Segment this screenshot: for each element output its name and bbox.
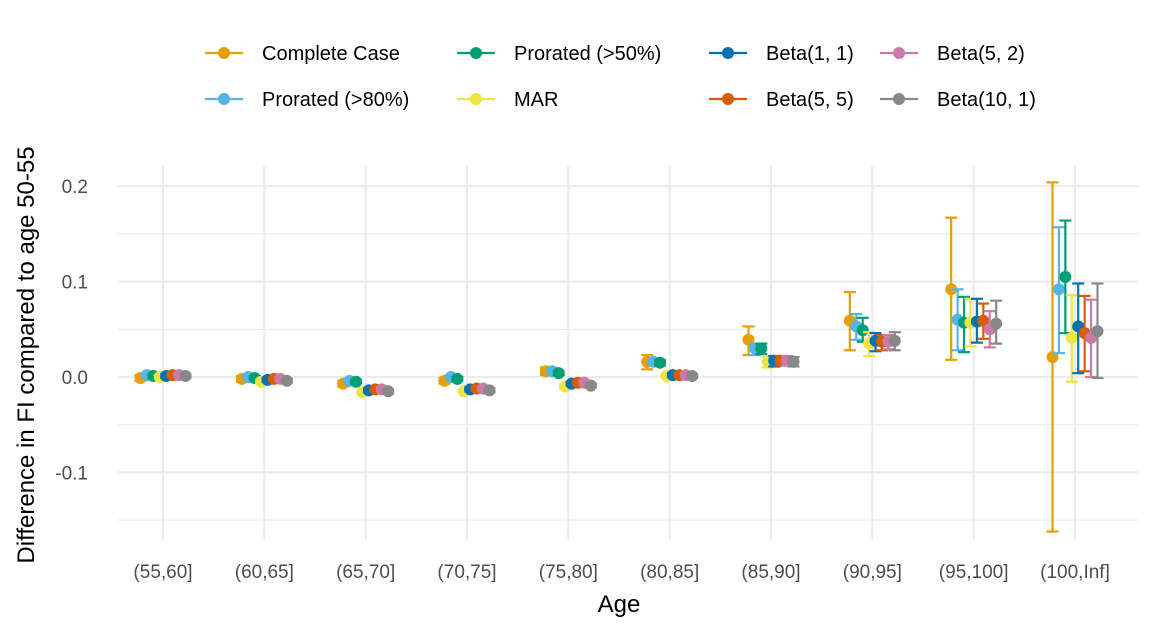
data-point	[755, 342, 768, 355]
legend-item: Beta(10, 1)	[880, 89, 1036, 111]
data-point	[179, 370, 192, 383]
x-axis-ticks: (55,60] (60,65] (65,70] (70,75] (75,80] (80,8…	[133, 562, 1109, 583]
data-point	[584, 379, 597, 392]
x-tick-label: (60,65]	[235, 562, 294, 583]
y-tick-label: 0.0	[62, 368, 88, 389]
legend-key-point	[893, 47, 905, 59]
data-point	[888, 334, 901, 347]
legend-label: Beta(5, 2)	[937, 43, 1025, 65]
legend-item: Prorated (>50%)	[457, 43, 661, 65]
data-point	[686, 370, 699, 383]
legend-label: Beta(10, 1)	[937, 89, 1036, 111]
data-point	[787, 355, 800, 368]
data-point	[977, 314, 990, 327]
series-complete-case	[134, 181, 1059, 533]
legend-item: Beta(1, 1)	[709, 43, 854, 65]
x-tick-label: (70,75]	[437, 562, 496, 583]
x-tick-label: (80,85]	[640, 562, 699, 583]
y-axis-title: Difference in FI compared to age 50-55	[13, 146, 40, 563]
x-tick-label: (85,90]	[741, 562, 800, 583]
data-point	[654, 356, 667, 369]
legend-label: Prorated (>80%)	[262, 89, 409, 111]
legend-key-point	[218, 93, 230, 105]
legend-key-point	[218, 47, 230, 59]
data-point	[280, 374, 293, 387]
legend-label: Beta(1, 1)	[766, 43, 854, 65]
legend-label: Prorated (>50%)	[514, 43, 661, 65]
plot-marks	[134, 181, 1104, 533]
legend-key-point	[470, 93, 482, 105]
series-prorated-50	[147, 219, 1072, 388]
legend-item: Prorated (>80%)	[205, 89, 409, 111]
legend-label: Beta(5, 5)	[766, 89, 854, 111]
x-tick-label: (75,80]	[539, 562, 598, 583]
data-point	[451, 372, 464, 385]
x-tick-label: (95,100]	[939, 562, 1009, 583]
legend-item: Beta(5, 5)	[709, 89, 854, 111]
legend-key-point	[893, 93, 905, 105]
data-point	[1059, 270, 1072, 283]
y-tick-label: 0.2	[62, 177, 88, 198]
data-point	[1065, 331, 1078, 344]
data-point	[856, 324, 869, 337]
x-axis-title: Age	[598, 591, 641, 618]
series-beta-1-1	[160, 282, 1085, 397]
y-axis-ticks: -0.1 0.0 0.1 0.2	[55, 177, 88, 484]
data-point	[350, 375, 363, 388]
data-point	[1091, 325, 1104, 338]
series-beta-10-1	[179, 282, 1104, 398]
series-prorated-80	[140, 226, 1065, 387]
y-tick-label: 0.1	[62, 273, 88, 294]
x-tick-label: (100,Inf]	[1040, 562, 1110, 583]
x-tick-label: (65,70]	[336, 562, 395, 583]
legend-item: Complete Case	[205, 43, 400, 65]
legend-label: MAR	[514, 89, 558, 111]
legend-key-point	[722, 93, 734, 105]
x-tick-label: (90,95]	[843, 562, 902, 583]
legend-label: Complete Case	[262, 43, 400, 65]
y-tick-label: -0.1	[55, 463, 88, 484]
legend: Complete Case Prorated (>80%) Prorated (>5…	[205, 43, 1036, 111]
x-tick-label: (55,60]	[133, 562, 192, 583]
legend-key-point	[470, 47, 482, 59]
data-point	[945, 283, 958, 296]
legend-key-point	[722, 47, 734, 59]
data-point	[990, 317, 1003, 330]
data-point	[552, 367, 565, 380]
legend-item: Beta(5, 2)	[880, 43, 1025, 65]
data-point	[483, 384, 496, 397]
legend-item: MAR	[457, 89, 558, 111]
data-point	[382, 385, 395, 398]
grid	[118, 166, 1138, 540]
data-point	[1052, 283, 1065, 296]
